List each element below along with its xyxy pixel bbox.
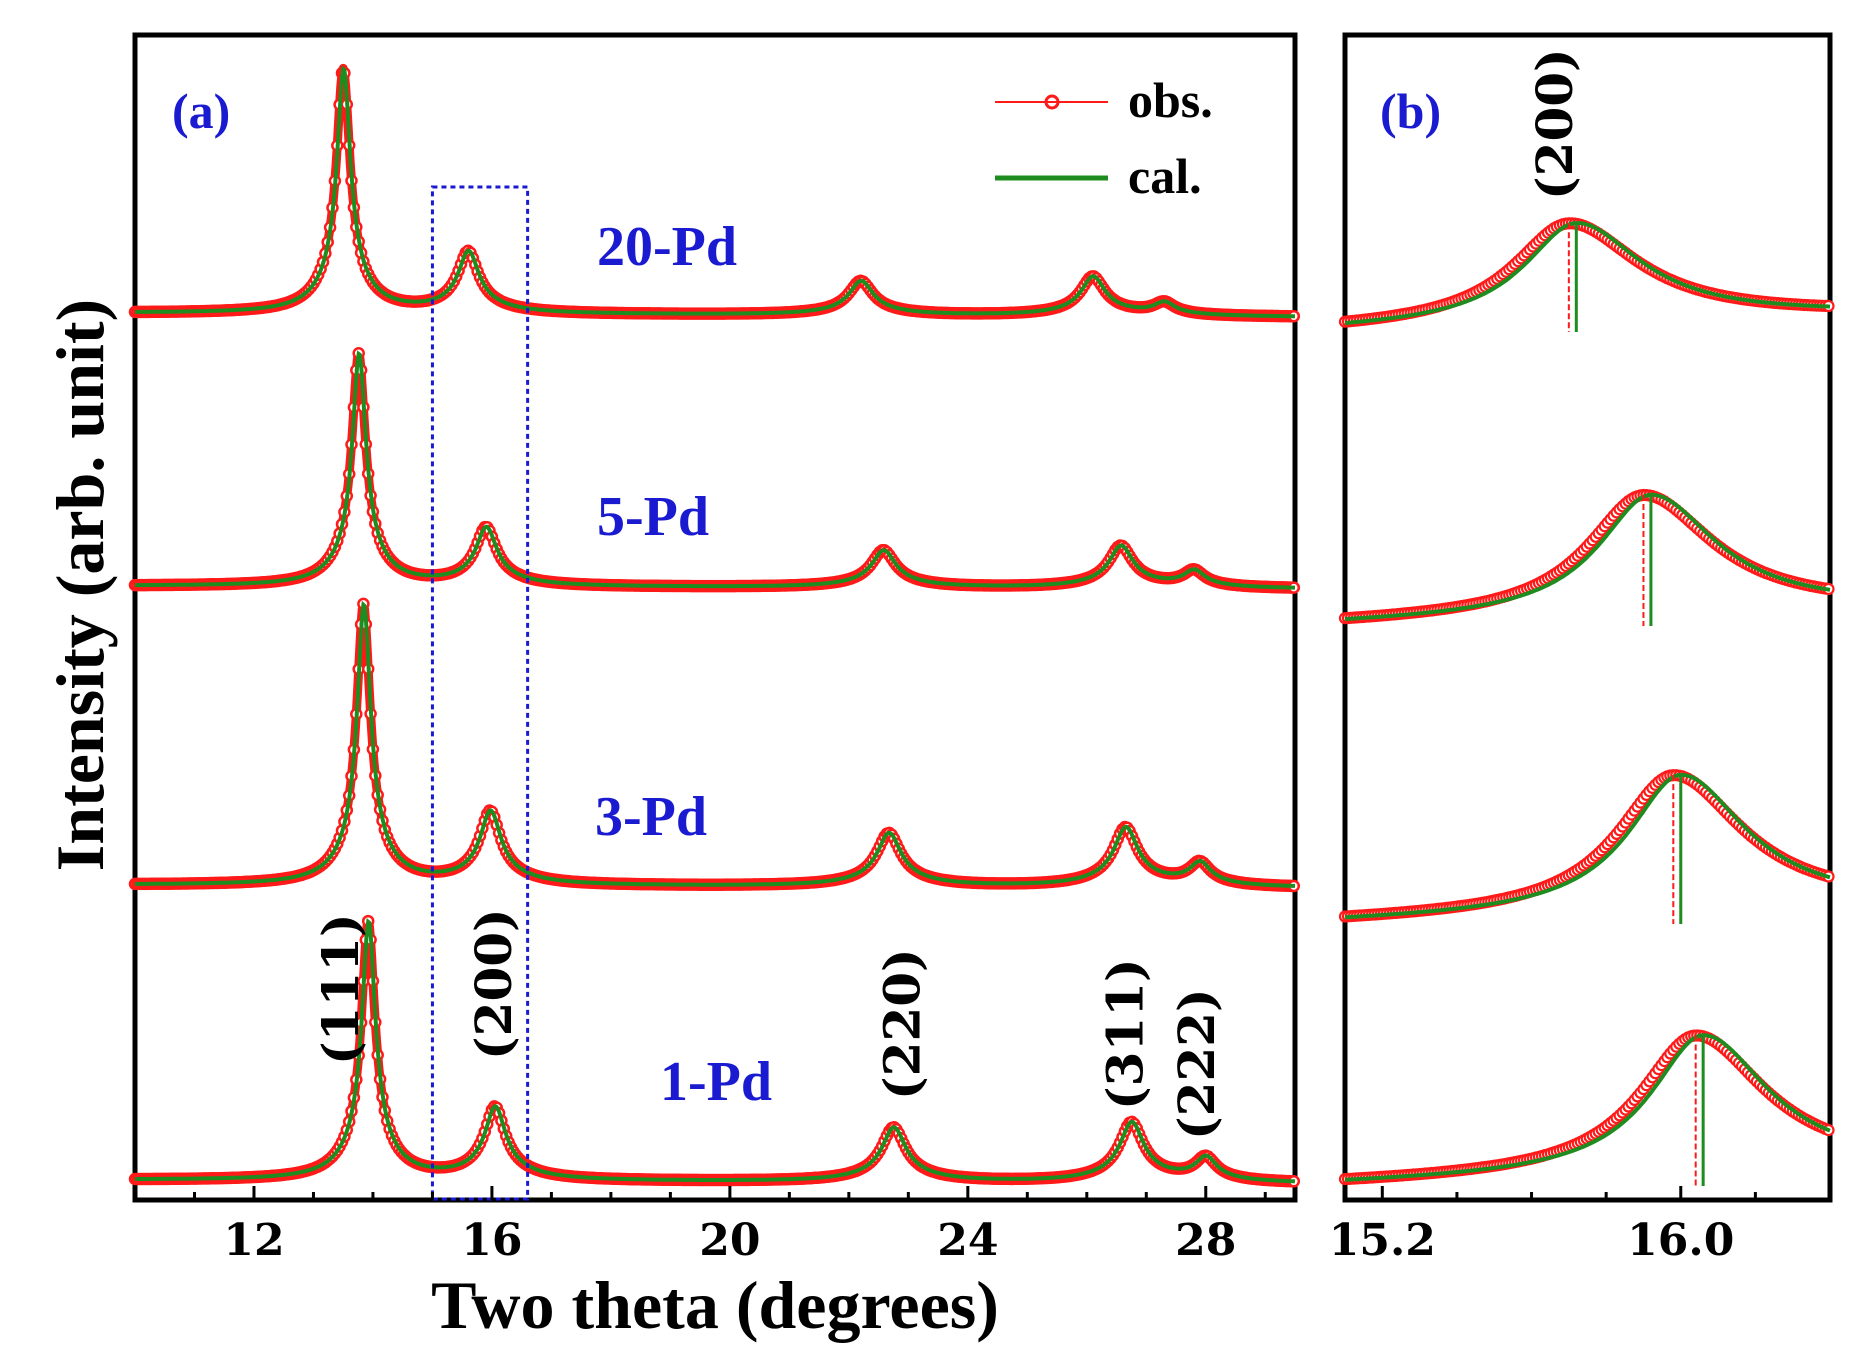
hkl-label: (200) xyxy=(464,908,523,1060)
highlight-box-200 xyxy=(430,185,530,1201)
panel-a-frame xyxy=(132,32,1298,1203)
x-tick-label: 24 xyxy=(937,1215,998,1266)
x-tick-label: 16.0 xyxy=(1627,1215,1734,1266)
legend-obs-label: obs. xyxy=(1128,72,1213,128)
hkl-label: (311) xyxy=(1095,958,1154,1110)
legend: obs. cal. xyxy=(995,72,1213,204)
panel-b: (b) (200) 15.2 16.0 xyxy=(1329,32,1835,1266)
zoom-obs-line-1-Pd xyxy=(1344,1032,1832,1183)
legend-cal-label: cal. xyxy=(1128,148,1202,204)
hkl-label: (220) xyxy=(873,948,932,1100)
trace-20-Pd xyxy=(128,63,1301,323)
hkl-label: (111) xyxy=(311,913,370,1065)
trace-3-Pd xyxy=(128,597,1301,893)
zoom-trace-20-Pd xyxy=(1338,217,1835,332)
x-tick-label: 15.2 xyxy=(1329,1215,1436,1266)
panel-a-x-ticks xyxy=(192,1186,1267,1200)
sample-label-3-Pd: 3-Pd xyxy=(595,786,707,848)
zoom-trace-1-Pd xyxy=(1338,1029,1835,1186)
panel-a-x-tick-labels: 12 16 20 24 28 xyxy=(223,1215,1236,1266)
obs-markers-3-Pd xyxy=(128,597,1301,893)
cal-line-1-Pd xyxy=(135,918,1296,1184)
cal-line-3-Pd xyxy=(134,600,1296,888)
trace-5-Pd xyxy=(128,347,1301,594)
zoom-trace-5-Pd xyxy=(1338,488,1835,626)
obs-line-20-Pd xyxy=(131,63,1299,321)
sample-label-5-Pd: 5-Pd xyxy=(597,486,709,548)
panel-a-traces xyxy=(128,63,1301,1188)
panel-b-x-tick-labels: 15.2 16.0 xyxy=(1329,1215,1735,1266)
cal-line-20-Pd xyxy=(135,65,1295,319)
obs-markers-5-Pd xyxy=(128,347,1301,594)
x-axis-title: Two theta (degrees) xyxy=(431,1267,999,1343)
cal-line-5-Pd xyxy=(135,350,1295,590)
trace-1-Pd xyxy=(128,914,1301,1188)
panel-b-x-ticks xyxy=(1380,1186,1832,1200)
x-tick-label: 20 xyxy=(699,1215,760,1266)
legend-obs-marker xyxy=(1044,94,1060,110)
sample-label-1-Pd: 1-Pd xyxy=(660,1051,772,1113)
zoom-cal-line-5-Pd xyxy=(1344,492,1831,622)
sample-label-20-Pd: 20-Pd xyxy=(597,216,737,278)
zoom-trace-3-Pd xyxy=(1338,769,1835,924)
zoom-cal-line-1-Pd xyxy=(1344,1033,1831,1182)
panel-b-peak-label: (200) xyxy=(1525,48,1584,200)
panel-b-label: (b) xyxy=(1380,83,1441,139)
zoom-obs-markers-20-Pd xyxy=(1338,217,1835,328)
zoom-cal-line-20-Pd xyxy=(1344,221,1831,325)
panel-a-hkl-labels: (111) (200) (220) (311) (222) xyxy=(311,908,1226,1140)
panel-b-traces xyxy=(1338,217,1835,1186)
obs-markers-20-Pd xyxy=(128,66,1301,323)
zoom-obs-markers-3-Pd xyxy=(1338,769,1835,923)
panel-a-label: (a) xyxy=(172,83,230,139)
x-tick-label: 12 xyxy=(223,1215,284,1266)
panel-a: (a) 12 16 20 24 28 (111) (200) (220) (311) (222)… xyxy=(128,32,1301,1266)
y-axis-title: Intensity (arb. unit) xyxy=(42,299,118,871)
zoom-obs-markers-1-Pd xyxy=(1338,1029,1835,1186)
x-tick-label: 28 xyxy=(1175,1215,1236,1266)
sample-labels: 1-Pd 3-Pd 5-Pd 20-Pd xyxy=(595,216,772,1113)
zoom-cal-line-3-Pd xyxy=(1344,772,1831,920)
x-tick-label: 16 xyxy=(461,1215,522,1266)
hkl-label: (222) xyxy=(1167,988,1226,1140)
